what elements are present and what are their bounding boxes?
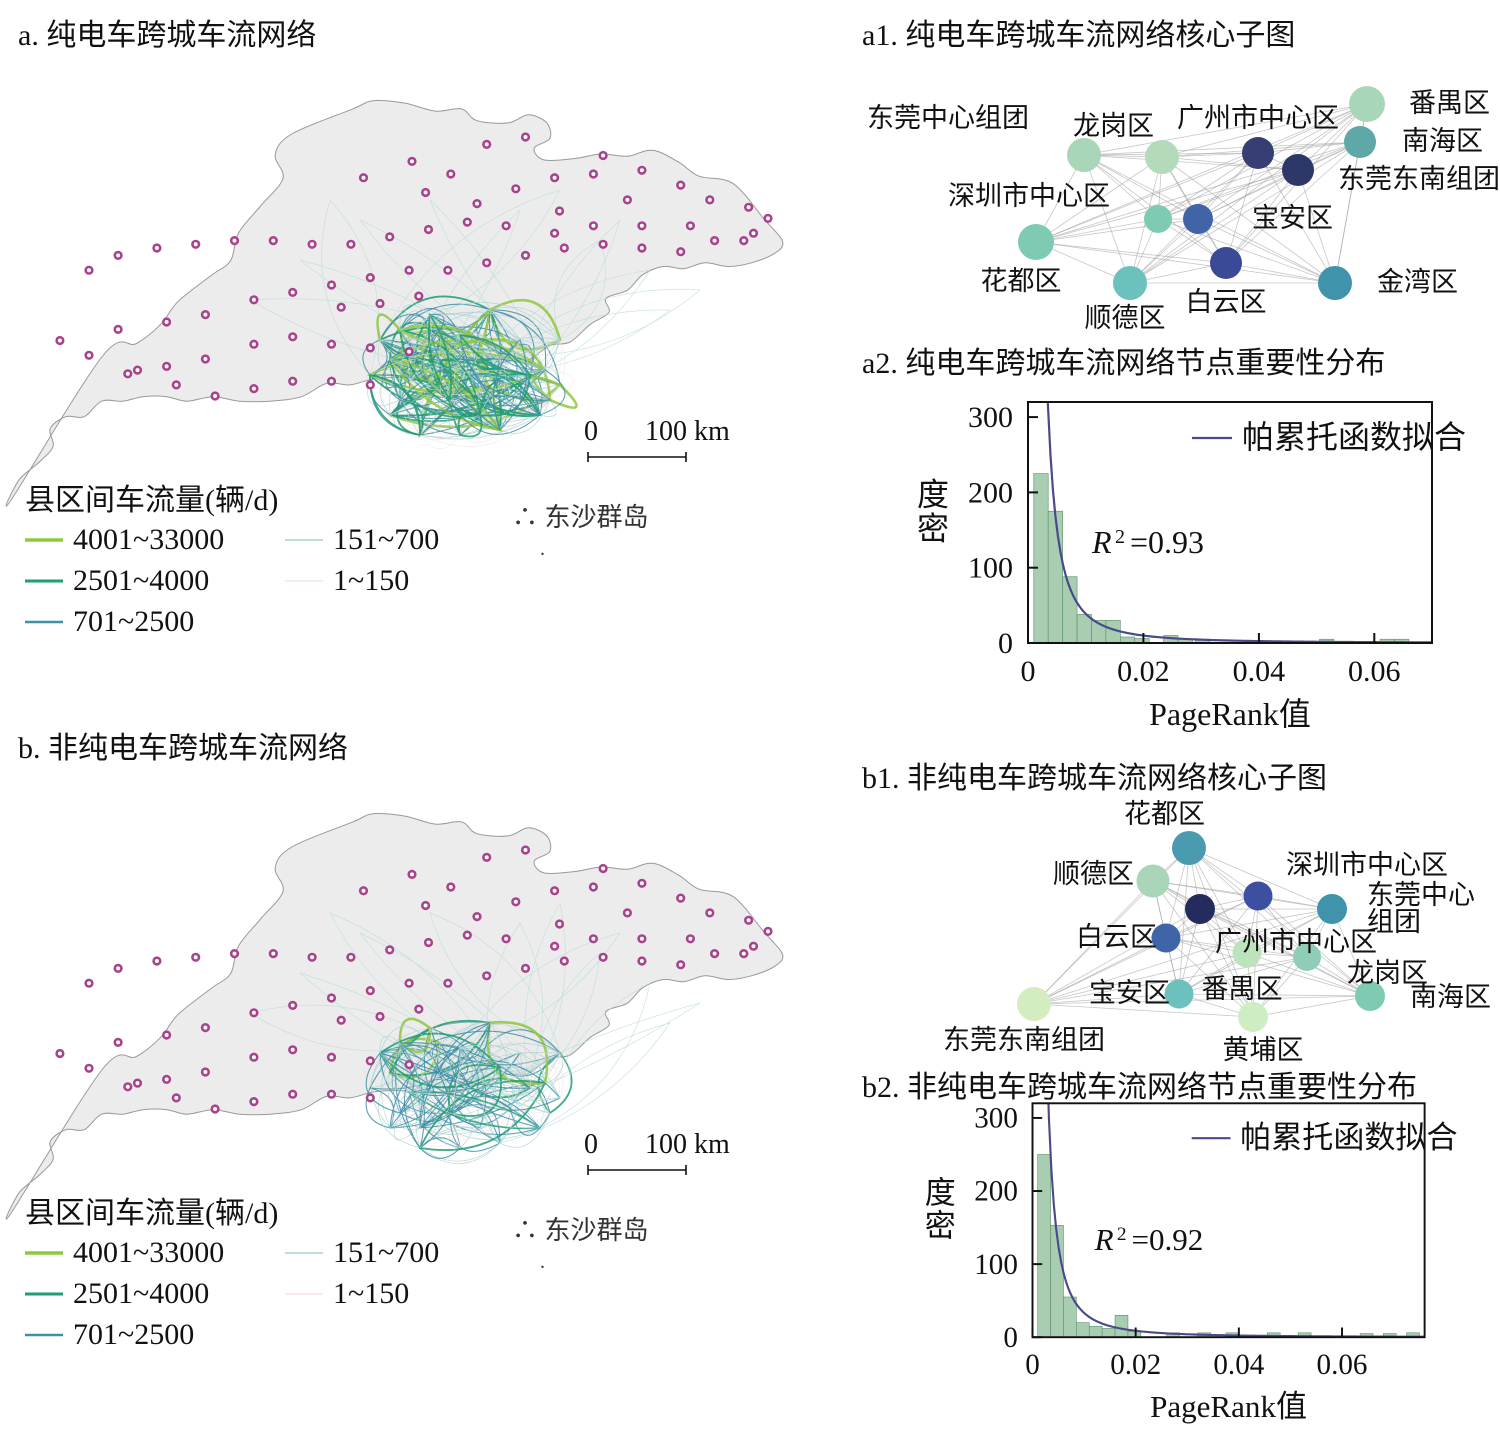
svg-text:PageRank值: PageRank值 [1150, 1389, 1307, 1424]
svg-text:东莞中心组团: 东莞中心组团 [1367, 880, 1475, 937]
svg-text:2501~4000: 2501~4000 [73, 1277, 209, 1310]
svg-text:100: 100 [974, 1249, 1018, 1281]
svg-text:0.04: 0.04 [1233, 655, 1286, 688]
svg-text:∴ 东沙群岛: ∴ 东沙群岛 [512, 503, 649, 532]
svg-text:顺德区: 顺德区 [1085, 303, 1166, 333]
svg-text:0: 0 [998, 627, 1013, 660]
svg-text:度密: 度密 [925, 1176, 956, 1244]
svg-text:2: 2 [1115, 526, 1125, 548]
svg-text:300: 300 [974, 1103, 1018, 1135]
svg-text:东莞东南组团: 东莞东南组团 [1338, 164, 1500, 194]
svg-text:度密: 度密 [917, 477, 949, 547]
svg-text:200: 200 [968, 476, 1013, 509]
svg-text:151~700: 151~700 [333, 1236, 439, 1269]
svg-text:4001~33000: 4001~33000 [73, 523, 224, 556]
svg-text:R: R [1091, 524, 1112, 560]
svg-text:200: 200 [974, 1176, 1018, 1208]
svg-text:广州市中心区: 广州市中心区 [1215, 927, 1377, 957]
svg-text:0: 0 [584, 416, 598, 447]
svg-text:宝安区: 宝安区 [1252, 203, 1333, 233]
svg-text:.: . [540, 1251, 545, 1273]
svg-text:0: 0 [584, 1129, 598, 1160]
svg-text:深圳市中心区: 深圳市中心区 [948, 181, 1110, 211]
svg-text:县区间车流量(辆/d): 县区间车流量(辆/d) [25, 1197, 278, 1230]
svg-text:1~150: 1~150 [333, 1277, 409, 1310]
svg-text:1~150: 1~150 [333, 564, 409, 597]
svg-text:4001~33000: 4001~33000 [73, 1236, 224, 1269]
svg-text:番禺区: 番禺区 [1202, 974, 1283, 1004]
svg-text:2: 2 [1117, 1224, 1127, 1245]
svg-text:0.06: 0.06 [1348, 655, 1401, 688]
svg-text:151~700: 151~700 [333, 523, 439, 556]
svg-text:100 km: 100 km [645, 1129, 730, 1160]
svg-text:0: 0 [1021, 655, 1036, 688]
svg-text:龙岗区: 龙岗区 [1073, 111, 1154, 141]
svg-text:0.02: 0.02 [1110, 1349, 1161, 1381]
svg-text:PageRank值: PageRank值 [1149, 696, 1311, 732]
svg-text:=0.93: =0.93 [1130, 524, 1204, 560]
svg-text:黄埔区: 黄埔区 [1223, 1035, 1304, 1065]
svg-text:2501~4000: 2501~4000 [73, 564, 209, 597]
svg-text:顺德区: 顺德区 [1053, 859, 1134, 889]
svg-text:白云区: 白云区 [1076, 922, 1157, 952]
svg-text:东莞中心组团: 东莞中心组团 [867, 103, 1029, 133]
svg-text:701~2500: 701~2500 [73, 1318, 194, 1351]
svg-text:∴ 东沙群岛: ∴ 东沙群岛 [512, 1216, 649, 1245]
svg-text:东莞东南组团: 东莞东南组团 [943, 1025, 1105, 1055]
svg-text:深圳市中心区: 深圳市中心区 [1286, 850, 1448, 880]
svg-text:300: 300 [968, 401, 1013, 434]
svg-text:县区间车流量(辆/d): 县区间车流量(辆/d) [25, 484, 278, 517]
svg-text:=0.92: =0.92 [1132, 1222, 1204, 1257]
svg-text:南海区: 南海区 [1402, 126, 1483, 156]
svg-text:100: 100 [968, 552, 1013, 585]
svg-text:金湾区: 金湾区 [1377, 267, 1458, 297]
svg-text:R: R [1094, 1222, 1114, 1257]
svg-text:南海区: 南海区 [1410, 982, 1491, 1012]
svg-text:0.04: 0.04 [1213, 1349, 1264, 1381]
svg-text:100 km: 100 km [645, 416, 730, 447]
svg-text:0.06: 0.06 [1317, 1349, 1368, 1381]
svg-text:帕累托函数拟合: 帕累托函数拟合 [1240, 1120, 1457, 1155]
svg-text:0: 0 [1003, 1322, 1018, 1354]
svg-text:广州市中心区: 广州市中心区 [1177, 103, 1339, 133]
svg-text:0: 0 [1025, 1349, 1040, 1381]
svg-text:白云区: 白云区 [1186, 287, 1267, 317]
svg-text:花都区: 花都区 [1124, 799, 1205, 829]
svg-text:番禺区: 番禺区 [1409, 88, 1490, 118]
svg-text:花都区: 花都区 [981, 266, 1062, 296]
svg-text:701~2500: 701~2500 [73, 605, 194, 638]
svg-text:0.02: 0.02 [1117, 655, 1170, 688]
svg-text:帕累托函数拟合: 帕累托函数拟合 [1242, 419, 1466, 455]
svg-text:宝安区: 宝安区 [1089, 978, 1170, 1008]
svg-text:.: . [540, 538, 545, 560]
